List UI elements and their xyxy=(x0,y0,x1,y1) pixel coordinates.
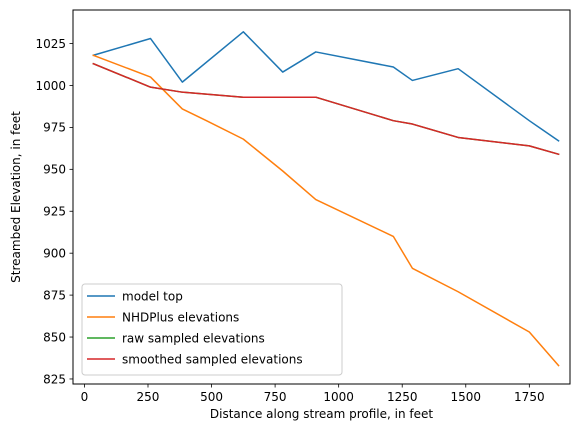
y-tick-label: 950 xyxy=(43,163,66,177)
x-tick-label: 1250 xyxy=(387,390,418,404)
x-axis-label: Distance along stream profile, in feet xyxy=(210,407,433,421)
x-tick-label: 750 xyxy=(264,390,287,404)
y-tick-label: 850 xyxy=(43,330,66,344)
x-tick-label: 0 xyxy=(81,390,89,404)
y-tick-label: 925 xyxy=(43,205,66,219)
x-tick-label: 1000 xyxy=(323,390,354,404)
y-tick-label: 1025 xyxy=(35,37,66,51)
legend: model top NHDPlus elevations raw sampled e… xyxy=(82,284,342,375)
y-tick-label: 825 xyxy=(43,372,66,386)
y-axis-label: Streambed Elevation, in feet xyxy=(9,111,23,283)
x-tick-label: 1500 xyxy=(450,390,481,404)
y-tick-label: 975 xyxy=(43,121,66,135)
y-tick-label: 900 xyxy=(43,246,66,260)
x-tick-label: 1750 xyxy=(514,390,545,404)
x-tick-label: 250 xyxy=(137,390,160,404)
y-tick-label: 1000 xyxy=(35,79,66,93)
legend-entry-label: smoothed sampled elevations xyxy=(122,352,303,366)
x-tick-label: 500 xyxy=(200,390,223,404)
y-tick-label: 875 xyxy=(43,288,66,302)
legend-entry-label: NHDPlus elevations xyxy=(122,310,239,324)
legend-entry-label: raw sampled elevations xyxy=(122,331,265,345)
legend-entry-label: model top xyxy=(122,289,183,303)
